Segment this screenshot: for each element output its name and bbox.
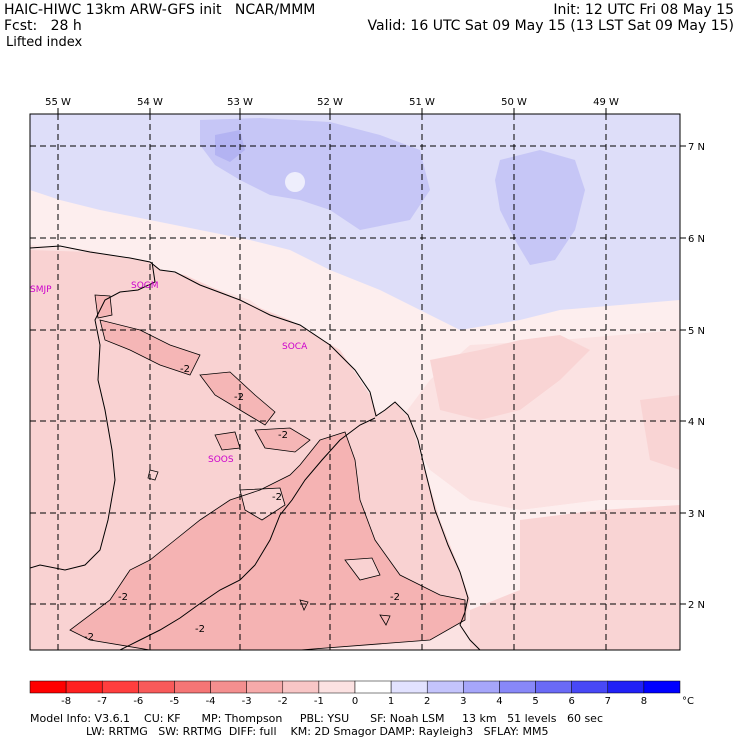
field-name: Lifted index [6,35,83,50]
colorbar-swatch [571,680,609,694]
neg-patch-2 [200,372,275,425]
colorbar-tick-label: 3 [460,696,466,707]
station-smjp: SMJP [30,285,52,295]
contour-labels: -2 -2 -2 -2 -2 -2 -2 -2 [84,364,400,643]
colorbar-swatch [390,680,428,694]
blue-patch-2 [495,150,585,265]
contour-label: -2 [390,592,400,603]
station-sogm: SOGM [131,281,159,291]
colorbar-swatch [354,680,392,694]
lat-label-2n: 2 N [688,600,705,611]
init-time: Init: 12 UTC Fri 08 May 15 [553,2,734,18]
contour-label: -2 [180,364,190,375]
blue-hole [285,172,305,192]
land-hole-2 [345,558,380,580]
colorbar-swatch [318,680,356,694]
lon-labels: 55 W 54 W 53 W 52 W 51 W 50 W 49 W [45,97,619,108]
contour-label: -2 [84,632,94,643]
lat-label-3n: 3 N [688,509,705,520]
colorbar-tick-label: 8 [641,696,647,707]
lon-label-54w: 54 W [137,97,163,108]
lon-label-53w: 53 W [227,97,253,108]
model-info-line2: LW: RRTMG SW: RRTMG DIFF: full KM: 2D Sm… [30,725,549,738]
lon-label-55w: 55 W [45,97,71,108]
model-info-line1: Model Info: V3.6.1 CU: KF MP: Thompson P… [30,712,603,725]
colorbar-swatch [174,680,211,694]
colorbar-swatch [499,680,536,694]
forecast-hour: Fcst: 28 h [4,18,82,34]
shaded-field [30,114,680,650]
valid-time: Valid: 16 UTC Sat 09 May 15 (13 LST Sat … [367,18,734,34]
colorbar-swatch [282,680,320,694]
colorbar-swatch [535,680,572,694]
colorbar-tick-label: 4 [496,696,502,707]
coastlines [30,245,481,650]
graticule [30,114,680,650]
contour-label: -2 [195,624,205,635]
contour-label: -2 [278,430,288,441]
model-title: HAIC-HIWC 13km ARW-GFS init NCAR/MMM [4,2,316,18]
contour-label: -2 [272,492,282,503]
contour-label: -2 [118,592,128,603]
colorbar-tick-label: 0 [352,696,358,707]
lon-label-49w: 49 W [593,97,619,108]
colorbar-swatch [643,680,681,694]
colorbar-tick-label: 1 [388,696,394,707]
colorbar-tick-label: -6 [133,696,143,707]
colorbar-tick-label: -2 [278,696,288,707]
colorbar-tick-label: -5 [169,696,179,707]
ocean-pink-patch-3 [470,505,680,650]
map-frame [29,113,681,651]
neg-patch-4 [215,432,240,450]
ocean-pink-patch-2 [640,395,680,470]
colorbar-tick-label: 6 [568,696,574,707]
colorbar-swatch [138,680,175,694]
station-soca: SOCA [282,342,308,352]
station-soos: SOOS [208,455,234,465]
lon-label-51w: 51 W [409,97,435,108]
stations: SMJP SOGM SOCA SOOS [30,281,308,465]
neg-patch-3 [255,428,310,452]
colorbar-swatch [65,680,103,694]
colorbar: -8 -7 -6 -5 -4 -3 -2 -1 0 1 2 3 4 5 6 7 8 °C [29,680,694,707]
colorbar-swatch [426,680,464,694]
lat-label-7n: 7 N [688,142,705,153]
lat-label-6n: 6 N [688,234,705,245]
lat-labels: 7 N 6 N 5 N 4 N 3 N 2 N [688,142,705,611]
neg-patch-main [70,432,465,650]
colorbar-swatch [29,680,67,694]
lon-label-50w: 50 W [501,97,527,108]
colorbar-tick-label: -7 [97,696,107,707]
colorbar-unit: °C [682,696,694,707]
colorbar-swatch [607,680,645,694]
lon-label-52w: 52 W [317,97,343,108]
ocean-pink-patch-1 [430,335,590,420]
colorbar-tick-label: 7 [605,696,611,707]
colorbar-tick-label: -3 [242,696,252,707]
colorbar-swatch [210,680,247,694]
lat-label-5n: 5 N [688,326,705,337]
lat-label-4n: 4 N [688,417,705,428]
colorbar-swatch [246,680,284,694]
colorbar-tick-label: -8 [61,696,71,707]
ticks [57,108,686,605]
contour-label: -2 [234,392,244,403]
colorbar-swatch [101,680,139,694]
colorbar-tick-label: 5 [532,696,538,707]
colorbar-swatch [463,680,500,694]
colorbar-tick-label: -1 [314,696,324,707]
colorbar-tick-label: 2 [424,696,430,707]
colorbar-tick-label: -4 [206,696,216,707]
